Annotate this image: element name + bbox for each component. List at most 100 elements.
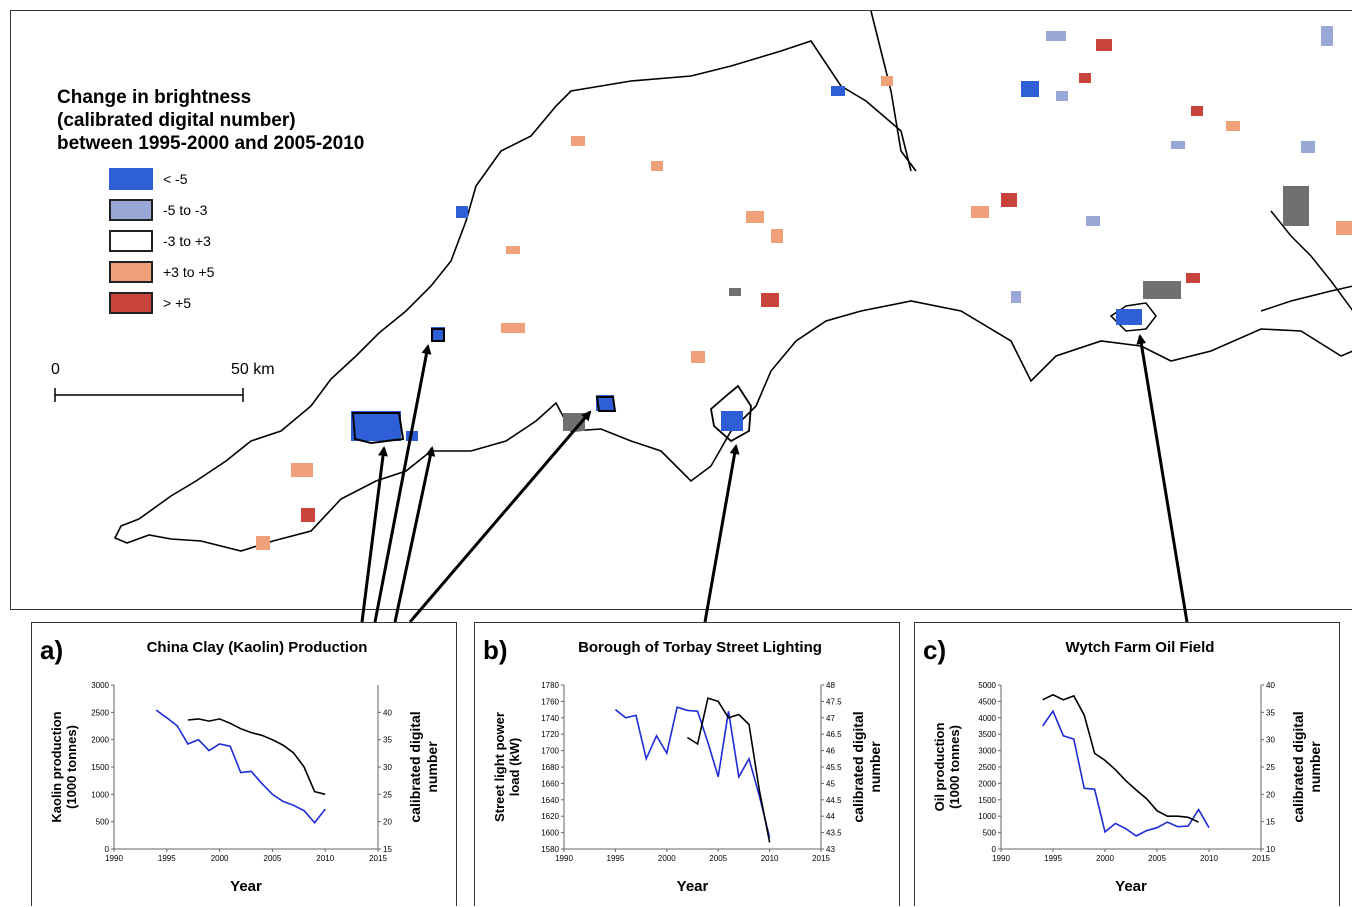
- y-tick-label: 1000: [978, 812, 996, 821]
- y-tick-label: 2000: [91, 736, 109, 745]
- y-tick-label: 1580: [541, 845, 559, 854]
- patch-decrease: [1086, 216, 1100, 226]
- legend-title-line: Change in brightness: [57, 87, 252, 108]
- x-tick-label: 2015: [369, 854, 387, 863]
- patch-increase: [971, 206, 989, 218]
- patch-increase-strong: [1079, 73, 1091, 83]
- panel-title: Wytch Farm Oil Field: [1065, 639, 1215, 656]
- wytch-farm-chart: 1990 1995 2000 2005 2010 20150500100015002000…: [932, 681, 1323, 895]
- legend-swatch: [109, 199, 153, 221]
- y2-tick-label: 20: [383, 818, 392, 827]
- x-tick-label: 2005: [709, 854, 727, 863]
- patch-increase-strong: [761, 293, 779, 307]
- patch-decrease: [1301, 141, 1315, 153]
- legend-item: < -5: [109, 168, 188, 190]
- panel-torbay: b) Borough of Torbay Street Lighting 199…: [474, 622, 900, 906]
- x-tick-label: 2000: [658, 854, 676, 863]
- y-tick-label: 1500: [91, 763, 109, 772]
- patch-decrease-strong: [431, 327, 445, 341]
- patch-increase: [1226, 121, 1240, 131]
- x-tick-label: 1990: [992, 854, 1010, 863]
- y2-axis-title: calibrated digitalnumber: [1290, 711, 1323, 822]
- panel-letter: c): [923, 635, 947, 665]
- patch-decrease-strong: [596, 395, 614, 411]
- patch-decrease-strong: [351, 411, 401, 441]
- y-tick-label: 1600: [541, 829, 559, 838]
- y2-tick-label: 15: [383, 845, 392, 854]
- y-tick-label: 1700: [541, 747, 559, 756]
- y-tick-label: 2500: [91, 708, 109, 717]
- north-east-coast: [870, 11, 917, 172]
- y2-tick-label: 47.5: [826, 697, 842, 706]
- x-tick-label: 2015: [1252, 854, 1270, 863]
- panel-letter: b): [483, 635, 508, 665]
- x-tick-label: 1995: [1044, 854, 1062, 863]
- y2-tick-label: 46.5: [826, 730, 842, 739]
- x-tick-label: 1995: [607, 854, 625, 863]
- gray-areas: [563, 186, 1309, 431]
- patch-decrease-strong: [456, 206, 468, 218]
- x-axis-title: Year: [1115, 878, 1147, 895]
- patch-increase-strong: [1096, 39, 1112, 51]
- patch-increase: [571, 136, 585, 146]
- y-tick-label: 3500: [978, 730, 996, 739]
- y-axis-title-line: Kaolin production: [49, 711, 64, 822]
- y-tick-label: 2000: [978, 779, 996, 788]
- map-canvas: [113, 11, 1352, 552]
- y-tick-label: 1000: [91, 790, 109, 799]
- torbay-outline: [710, 384, 752, 443]
- x-tick-label: 1990: [105, 854, 123, 863]
- patch-increase: [1336, 221, 1352, 235]
- x-tick-label: 2005: [264, 854, 282, 863]
- y2-tick-label: 48: [826, 681, 835, 690]
- y-axis-title: Kaolin production(1000 tonnes): [49, 711, 79, 822]
- x-tick-label: 1995: [158, 854, 176, 863]
- series-line-blue: [1041, 709, 1210, 837]
- gray-area: [729, 288, 741, 296]
- patch-decrease-strong: [721, 411, 743, 431]
- patch-decrease: [1171, 141, 1185, 149]
- patch-increase: [746, 211, 764, 223]
- legend-item: +3 to +5: [109, 261, 214, 283]
- series-line-black: [686, 697, 771, 843]
- y2-tick-label: 20: [1266, 790, 1275, 799]
- patch-decrease: [1321, 26, 1333, 46]
- scale-start-label: 0: [51, 361, 60, 378]
- legend-swatch: [109, 230, 153, 252]
- patch-increase: [501, 323, 525, 333]
- y2-tick-label: 44: [826, 812, 835, 821]
- y2-axis-title-line: number: [424, 741, 440, 793]
- east-estuary-coast: [1260, 210, 1352, 312]
- patch-increase: [651, 161, 663, 171]
- change-patches: [256, 26, 1352, 550]
- brightness-change-map: Change in brightness (calibrated digital…: [10, 10, 1352, 610]
- y2-tick-label: 46: [826, 747, 835, 756]
- gray-area: [563, 413, 585, 431]
- poole-harbour: [1109, 302, 1157, 332]
- y-axis-title: Street light powerload (kW): [492, 712, 522, 822]
- legend-swatch: [109, 292, 153, 314]
- patch-increase: [291, 463, 313, 477]
- y2-axis-title: calibrated digitalnumber: [850, 711, 883, 822]
- y2-tick-label: 25: [383, 790, 392, 799]
- coastline: [113, 11, 1352, 552]
- legend-label: < -5: [163, 171, 188, 187]
- panel-letter: a): [40, 635, 64, 665]
- y-axis-title-line: Oil production: [932, 723, 947, 812]
- y2-tick-label: 45: [826, 779, 835, 788]
- y-tick-label: 1720: [541, 730, 559, 739]
- patch-decrease-strong: [1021, 81, 1039, 97]
- x-axis-title: Year: [230, 878, 262, 895]
- panel-title: China Clay (Kaolin) Production: [146, 639, 368, 656]
- x-tick-label: 2015: [812, 854, 830, 863]
- y2-axis-title-line: calibrated digital: [850, 711, 866, 822]
- y-tick-label: 1660: [541, 779, 559, 788]
- patch-decrease: [1046, 31, 1066, 41]
- kaolin-outline: [595, 396, 617, 412]
- y-tick-label: 500: [96, 818, 110, 827]
- series-line-black: [1042, 693, 1199, 823]
- y-tick-label: 1640: [541, 796, 559, 805]
- patch-decrease-strong: [406, 431, 418, 441]
- y2-tick-label: 30: [383, 763, 392, 772]
- patch-decrease-strong: [1116, 309, 1142, 325]
